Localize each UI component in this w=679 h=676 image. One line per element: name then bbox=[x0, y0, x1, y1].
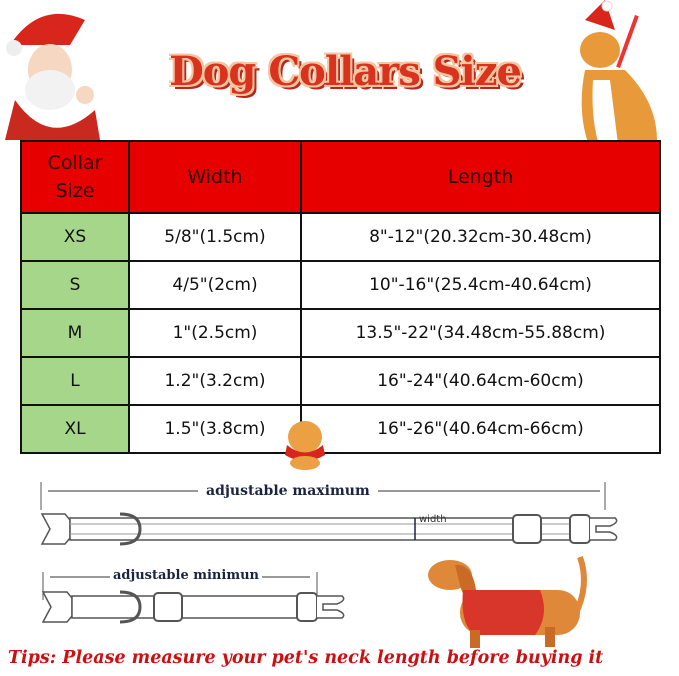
size-cell: L bbox=[20, 356, 130, 406]
header-collar-size: Collar Size bbox=[20, 140, 130, 214]
size-cell: S bbox=[20, 260, 130, 310]
length-cell: 16"-26"(40.64cm-66cm) bbox=[300, 404, 661, 454]
width-cell: 1.2"(3.2cm) bbox=[128, 356, 302, 406]
header-width: Width bbox=[128, 140, 302, 214]
dachshund-in-sweater-illustration bbox=[428, 555, 587, 648]
length-cell: 16"-24"(40.64cm-60cm) bbox=[300, 356, 661, 406]
tips-text: Tips: Please measure your pet's neck len… bbox=[8, 648, 604, 668]
pomeranian-illustration bbox=[285, 421, 325, 470]
width-cell: 1"(2.5cm) bbox=[128, 308, 302, 358]
table-row: XL 1.5"(3.8cm) 16"-26"(40.64cm-66cm) bbox=[20, 404, 661, 454]
page-title: Dog Collars Size bbox=[169, 48, 522, 95]
table-row: XS 5/8"(1.5cm) 8"-12"(20.32cm-30.48cm) bbox=[20, 212, 661, 262]
length-cell: 13.5"-22"(34.48cm-55.88cm) bbox=[300, 308, 661, 358]
table-header-row: Collar Size Width Length bbox=[20, 140, 661, 214]
header-length: Length bbox=[300, 140, 661, 214]
width-cell: 1.5"(3.8cm) bbox=[128, 404, 302, 454]
collar-min-diagram bbox=[42, 572, 345, 624]
length-cell: 8"-12"(20.32cm-30.48cm) bbox=[300, 212, 661, 262]
width-cell: 5/8"(1.5cm) bbox=[128, 212, 302, 262]
width-cell: 4/5"(2cm) bbox=[128, 260, 302, 310]
table-row: L 1.2"(3.2cm) 16"-24"(40.64cm-60cm) bbox=[20, 356, 661, 406]
size-cell: M bbox=[20, 308, 130, 358]
size-table: Collar Size Width Length XS 5/8"(1.5cm) 8"-… bbox=[20, 140, 661, 454]
adjustable-minimum-label: adjustable minimun bbox=[110, 568, 262, 583]
length-cell: 10"-16"(25.4cm-40.64cm) bbox=[300, 260, 661, 310]
size-cell: XS bbox=[20, 212, 130, 262]
size-cell: XL bbox=[20, 404, 130, 454]
adjustable-maximum-label: adjustable maximum bbox=[198, 483, 378, 499]
collar-max-diagram bbox=[40, 482, 618, 546]
table-row: M 1"(2.5cm) 13.5"-22"(34.48cm-55.88cm) bbox=[20, 308, 661, 358]
width-label: width bbox=[419, 514, 447, 525]
table-row: S 4/5"(2cm) 10"-16"(25.4cm-40.64cm) bbox=[20, 260, 661, 310]
santa-illustration bbox=[5, 13, 100, 140]
